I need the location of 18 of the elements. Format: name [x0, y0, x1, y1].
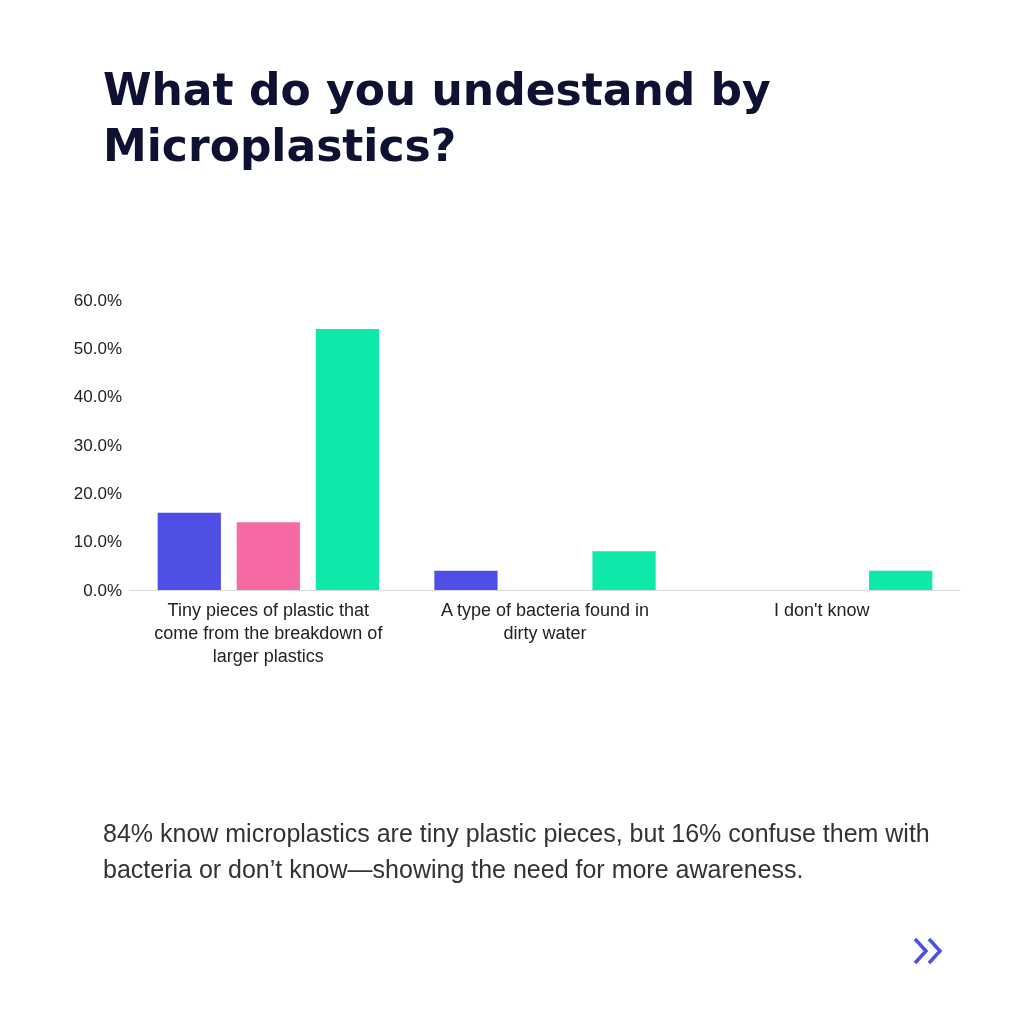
bar — [236, 522, 300, 590]
bar — [434, 570, 498, 590]
y-tick-label: 30.0% — [73, 435, 122, 455]
y-tick-label: 10.0% — [73, 532, 122, 552]
y-tick-label: 40.0% — [73, 387, 122, 407]
y-tick-label: 50.0% — [73, 338, 122, 358]
x-tick-label: Tiny pieces of plastic that come from the breakdown of larger plastics — [154, 599, 384, 666]
bar — [157, 512, 221, 590]
x-tick-label: A type of bacteria found in dirty water — [440, 599, 650, 643]
y-tick-label: 60.0% — [73, 290, 122, 310]
text: 84% know microplastics are tiny plastic pieces, but 16% confuse them with bacteria or don’t know—showing the need for more awareness. — [103, 818, 931, 885]
bar — [869, 570, 933, 590]
y-tick-label: 0.0% — [83, 580, 122, 600]
bar — [592, 551, 656, 590]
bar — [315, 329, 379, 590]
y-tick-label: 20.0% — [73, 483, 122, 503]
chart-title: What do you undestand by Microplastics? — [103, 63, 772, 173]
x-tick-label: I don't know — [773, 599, 871, 620]
